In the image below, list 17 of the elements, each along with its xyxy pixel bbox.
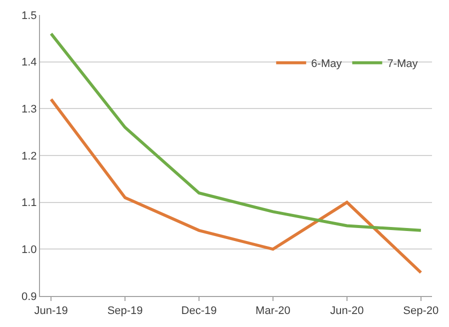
x-tick-label: Jun-20 <box>330 305 364 318</box>
y-tick-label: 1.2 <box>22 150 37 162</box>
y-tick-label: 1.5 <box>22 10 37 22</box>
y-tick-label: 1.3 <box>22 104 37 116</box>
y-tick-label: 1.0 <box>22 244 37 256</box>
legend-label: 6-May <box>311 58 342 70</box>
x-tick-label: Sep-20 <box>403 305 439 318</box>
line-series <box>50 32 422 232</box>
y-tick-label: 1.1 <box>22 197 37 210</box>
x-tick-label: Mar-20 <box>256 305 290 318</box>
legend-label: 7-May <box>387 58 418 70</box>
y-tick-label: 0.9 <box>22 290 37 303</box>
x-tick-label: Sep-19 <box>107 305 143 318</box>
x-tick-label: Jun-19 <box>34 305 68 318</box>
y-tick-label: 1.4 <box>22 56 37 69</box>
line-series <box>50 98 422 274</box>
x-tick-label: Dec-19 <box>181 305 217 318</box>
